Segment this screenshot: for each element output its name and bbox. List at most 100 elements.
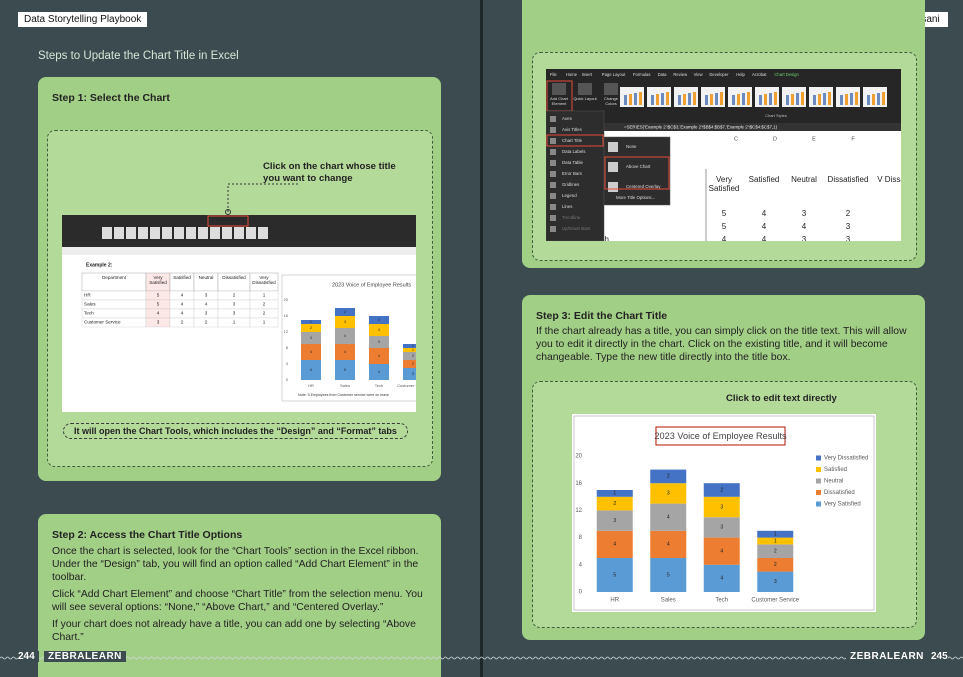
paragraph: If the chart already has a title, you ca… xyxy=(536,326,907,363)
x-tick-label: Customer Service xyxy=(397,383,416,388)
bar-segment xyxy=(301,360,321,380)
bar-segment xyxy=(596,496,633,511)
style-bar xyxy=(705,95,708,105)
ribbon-button-wrap: Change Colors xyxy=(604,96,618,106)
data-label: 5 xyxy=(344,368,346,372)
bar-segment xyxy=(703,564,740,592)
table-cell-text: 1 xyxy=(233,320,236,325)
y-tick-label: 12 xyxy=(575,508,582,514)
legend-swatch xyxy=(816,490,821,495)
data-label: 4 xyxy=(667,515,670,521)
header-cell-wrap: Neutral xyxy=(199,275,214,280)
table-cell xyxy=(249,317,279,328)
y-tick-label: 20 xyxy=(284,297,289,302)
ribbon-icon xyxy=(162,227,172,239)
x-tick-label: Sales xyxy=(661,598,676,604)
chart-title: 2023 Voice of Employee Results xyxy=(654,431,787,441)
data-label: 3 xyxy=(720,525,723,531)
table-cell-text: 4 xyxy=(205,302,208,307)
style-bar xyxy=(656,94,659,105)
style-bar xyxy=(651,95,654,105)
style-bar xyxy=(747,92,750,105)
menu-item: Chart Title xyxy=(562,138,583,143)
ribbon-icon xyxy=(150,227,160,239)
data-label: 3 xyxy=(344,320,346,324)
chart-border xyxy=(573,415,875,611)
table-cell-text: 4 xyxy=(722,235,727,241)
y-tick-label: 0 xyxy=(286,377,289,382)
highlight xyxy=(604,156,670,190)
step-card xyxy=(38,514,441,677)
legend-label: Satisfied xyxy=(824,467,847,473)
ribbon-tab: View xyxy=(694,72,704,77)
style-bar xyxy=(732,95,735,105)
style-bar xyxy=(629,94,632,105)
style-bar xyxy=(791,94,794,105)
ribbon-button: Add Chart Element xyxy=(549,96,568,106)
style-bar xyxy=(666,92,669,105)
ribbon-tab: Review xyxy=(673,72,688,77)
data-label: 2 xyxy=(310,326,312,330)
data-label: 2 xyxy=(378,318,380,322)
data-label: 4 xyxy=(720,576,723,582)
bar-segment xyxy=(703,517,740,538)
column-letter: D xyxy=(773,136,777,142)
x-tick-label: HR xyxy=(308,383,314,388)
bar-segment xyxy=(403,368,416,380)
paragraph: If your chart does not already have a ti… xyxy=(52,619,416,643)
bar-segment xyxy=(650,469,687,484)
ribbon-tab: Page Layout xyxy=(602,72,626,77)
ribbon-icon xyxy=(174,227,184,239)
styles-label: Chart Styles xyxy=(765,113,787,118)
legend-swatch xyxy=(816,501,821,507)
table-header: Department xyxy=(101,275,126,280)
table-cell-text: 3 xyxy=(846,235,851,241)
y-tick-label: 0 xyxy=(579,590,583,596)
step-heading: Step 3: Edit the Chart Title xyxy=(536,310,668,322)
bar-segment xyxy=(703,483,740,497)
legend-label: Very Satisfied xyxy=(824,502,861,508)
data-label: 2 xyxy=(613,501,616,507)
data-label: 3 xyxy=(667,491,670,497)
table-header: Satisfied xyxy=(173,275,191,280)
style-bar xyxy=(828,92,831,105)
legend-label: Dissatisfied xyxy=(824,490,855,496)
data-label: 3 xyxy=(310,336,312,340)
excel-screenshot: Example 2: Department Very Satisfied Satisf… xyxy=(62,215,416,412)
legend-swatch xyxy=(816,467,821,472)
data-label: 1 xyxy=(412,348,414,352)
note-pill: It will open the Chart Tools, which incl… xyxy=(63,423,408,439)
table-cell-text: Sales xyxy=(84,302,96,307)
bar-segment xyxy=(369,324,389,336)
ribbon-tab: Acrobat xyxy=(752,72,767,77)
bar-segment xyxy=(301,320,321,324)
ribbon-button: Quick Layout xyxy=(573,96,597,101)
style-bar xyxy=(845,94,848,105)
data-label: 4 xyxy=(344,350,346,354)
table-cell-text: 3 xyxy=(205,311,208,316)
style-bar xyxy=(786,95,789,105)
bar-segment xyxy=(703,496,740,518)
style-bar xyxy=(678,95,681,105)
style-bar xyxy=(688,93,691,105)
callout: Click to edit text directly xyxy=(726,393,837,404)
style-bar xyxy=(737,94,740,105)
menu-icon xyxy=(550,171,556,177)
table-cell-text: 2 xyxy=(181,320,184,325)
chart: 2023 Voice of Employee Results0481216205… xyxy=(572,414,876,612)
menu-item: Axis Titles xyxy=(562,127,583,132)
style-bar xyxy=(764,94,767,105)
menu-icon xyxy=(550,127,556,133)
table-cell-text: 3 xyxy=(233,302,236,307)
table-cell-text: 4 xyxy=(181,311,184,316)
paragraph: Once the chart is selected, look for the… xyxy=(52,546,419,583)
header-cell-wrap: Department xyxy=(101,275,126,280)
menu-item: Gridlines xyxy=(562,182,580,187)
table-cell-text: 4 xyxy=(802,222,807,231)
table-cell-text: 4 xyxy=(181,293,184,298)
bar-segment xyxy=(369,364,389,380)
data-label: 1 xyxy=(774,538,777,544)
ribbon-icon xyxy=(114,227,124,239)
y-tick-label: 12 xyxy=(284,329,289,334)
